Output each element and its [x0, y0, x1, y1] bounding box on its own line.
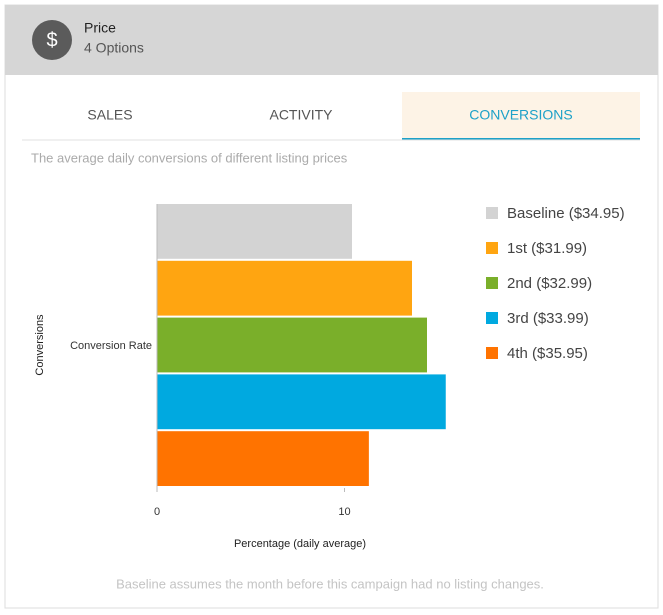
bar	[157, 374, 446, 430]
bar	[157, 317, 427, 373]
x-tick-label: 0	[154, 506, 160, 518]
legend-swatch	[486, 312, 498, 324]
header	[5, 5, 658, 75]
tab-underline	[402, 138, 640, 140]
icon-glyph: $	[46, 29, 57, 51]
header-title: Price	[84, 20, 116, 36]
tab-active-bg	[402, 92, 640, 140]
legend-swatch	[486, 207, 498, 219]
tab[interactable]: ACTIVITY	[269, 107, 333, 123]
legend-label: 4th ($35.95)	[507, 345, 588, 362]
tab[interactable]: CONVERSIONS	[469, 107, 572, 123]
description: The average daily conversions of differe…	[31, 150, 348, 165]
icon	[32, 20, 72, 60]
footnote: Baseline assumes the month before this c…	[116, 576, 544, 591]
x-tick-label: 10	[338, 506, 350, 518]
bar	[157, 431, 369, 486]
chart: 0 10 Percentage (daily average) Conversions…	[34, 204, 625, 550]
y-axis-label: Conversions	[34, 314, 46, 376]
legend-label: 3rd ($33.99)	[507, 310, 589, 327]
tabs: SALES ACTIVITY CONVERSIONS	[87, 92, 640, 140]
legend-label: 2nd ($32.99)	[507, 275, 592, 292]
bar	[157, 260, 412, 316]
legend-swatch	[486, 242, 498, 254]
legend-label: 1st ($31.99)	[507, 240, 587, 257]
x-axis-label: Percentage (daily average)	[234, 538, 366, 550]
y-tick-label: Conversion Rate	[70, 340, 152, 352]
tab[interactable]: SALES	[87, 107, 132, 123]
legend-swatch	[486, 277, 498, 289]
legend-swatch	[486, 347, 498, 359]
bar	[157, 204, 352, 259]
header-subtitle: 4 Options	[84, 40, 144, 56]
legend-label: Baseline ($34.95)	[507, 205, 625, 222]
